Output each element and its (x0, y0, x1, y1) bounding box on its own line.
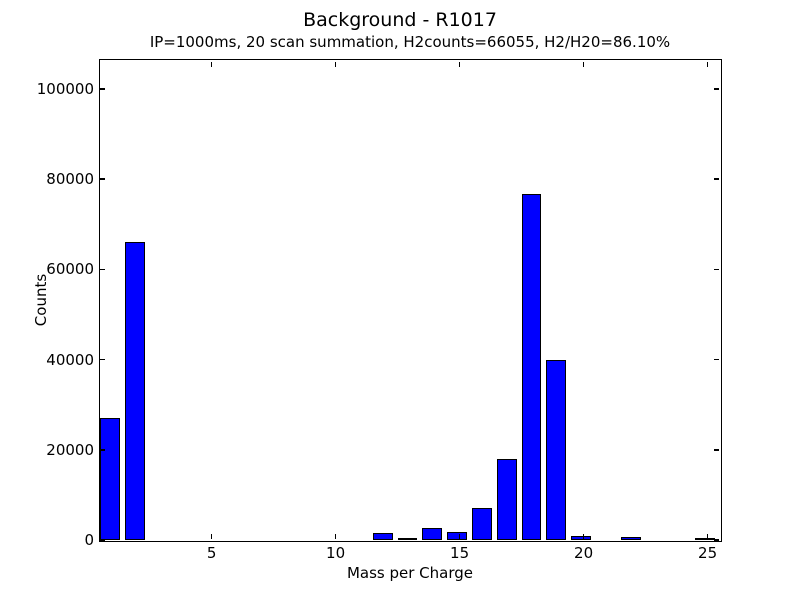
x-tick (582, 533, 585, 539)
y-tick-label: 40000 (46, 350, 94, 369)
chart-subtitle: IP=1000ms, 20 scan summation, H2counts=6… (149, 33, 671, 51)
x-tick-top (706, 61, 709, 67)
x-tick-top (334, 61, 337, 67)
y-tick-right (713, 358, 719, 361)
bar (372, 532, 393, 540)
x-tick (458, 533, 461, 539)
x-tick-label: 5 (206, 544, 217, 562)
y-axis-label: Counts (32, 273, 50, 327)
bar (422, 528, 443, 540)
bar (124, 242, 145, 540)
bar (397, 538, 418, 540)
y-tick (100, 178, 105, 180)
bar (496, 458, 517, 540)
chart-title: Background - R1017 (303, 9, 497, 31)
x-tick (334, 533, 337, 539)
y-tick-label: 0 (84, 531, 94, 549)
bar (472, 508, 492, 540)
y-tick (100, 539, 105, 541)
y-tick (100, 358, 105, 361)
y-tick-label: 80000 (46, 170, 94, 189)
x-tick-label: 25 (698, 544, 718, 562)
x-tick-label: 20 (574, 544, 594, 562)
bar (100, 417, 120, 540)
bar (571, 535, 592, 540)
y-tick-right (713, 88, 719, 90)
y-tick-label: 20000 (46, 440, 94, 459)
x-tick-label: 10 (326, 544, 346, 562)
bar (620, 536, 641, 540)
x-tick-top (582, 61, 585, 67)
y-tick-right (713, 449, 719, 451)
x-tick-top (210, 61, 213, 67)
x-axis-label: Mass per Charge (346, 564, 474, 582)
x-tick (706, 533, 709, 539)
x-tick-label: 15 (450, 544, 470, 562)
bar (521, 193, 542, 540)
y-tick-label: 100000 (36, 79, 94, 98)
y-tick (100, 88, 105, 90)
y-tick (100, 449, 105, 451)
y-tick (100, 268, 105, 271)
x-tick-top (458, 61, 461, 67)
y-tick-right (713, 268, 719, 271)
y-tick-right (713, 539, 719, 541)
bar (447, 531, 468, 540)
y-tick-label: 60000 (46, 260, 94, 279)
y-tick-right (713, 178, 719, 180)
bar (695, 538, 716, 540)
plot-frame (98, 58, 722, 542)
x-tick (210, 533, 213, 539)
bar (546, 359, 567, 540)
